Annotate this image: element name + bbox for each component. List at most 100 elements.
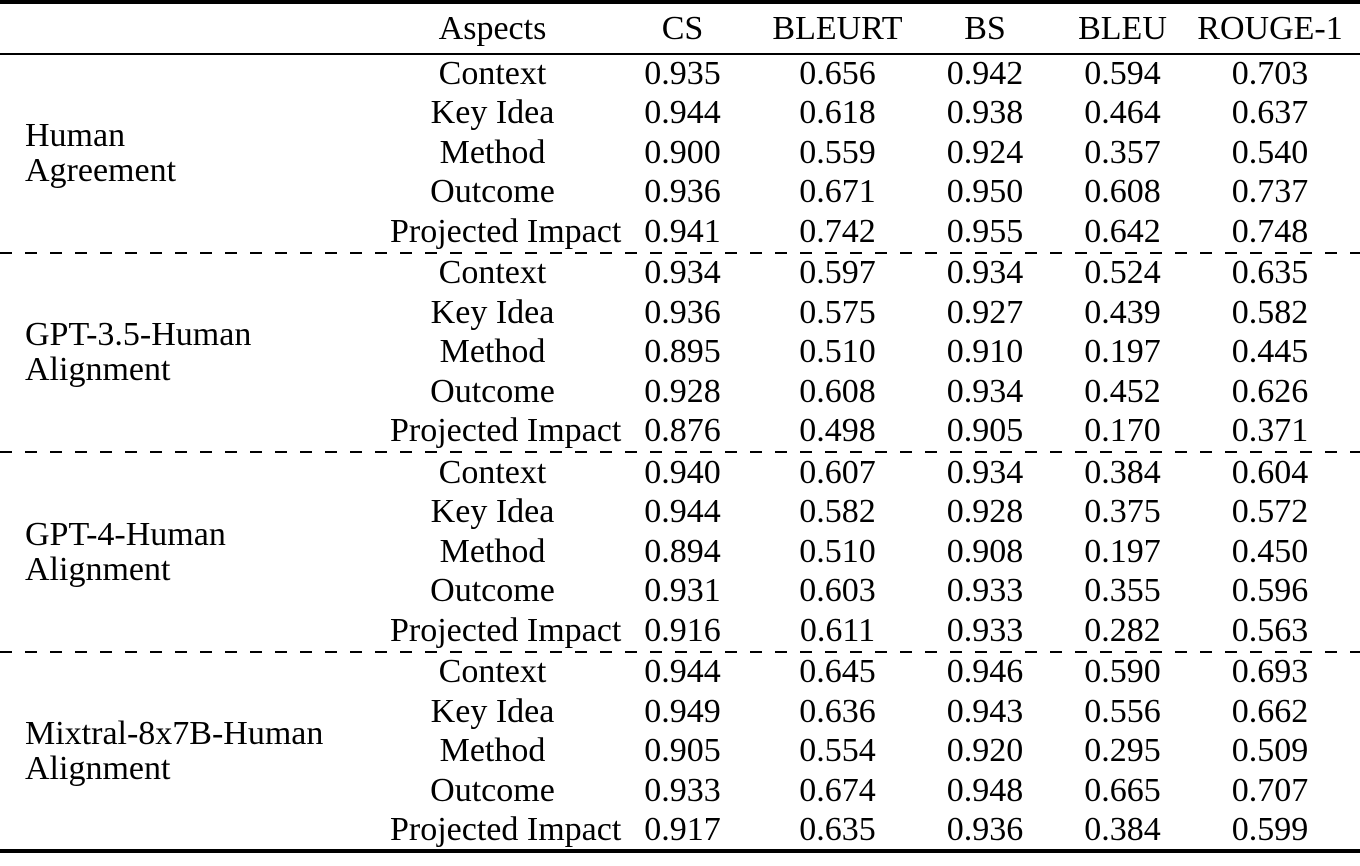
- value-cell: 0.642: [1084, 212, 1161, 250]
- value-cell: 0.908: [946, 532, 1024, 570]
- value-cell: 0.905: [946, 412, 1024, 450]
- value-cell: 0.674: [799, 771, 876, 809]
- value-cell: 0.917: [644, 810, 721, 848]
- value-cell: 0.626: [1231, 372, 1309, 410]
- value-cell: 0.637: [1231, 94, 1309, 132]
- col-header-aspects: Aspects: [390, 2, 595, 55]
- value-cell: 0.582: [1231, 293, 1309, 331]
- value-cell: 0.936: [946, 810, 1024, 848]
- aspect-cell: Outcome: [430, 771, 555, 809]
- value-cell: 0.933: [644, 771, 721, 809]
- value-cell: 0.742: [799, 212, 876, 250]
- value-cell: 0.608: [799, 372, 876, 410]
- value-cell: 0.645: [799, 653, 876, 691]
- table-row: Projected Impact 0.917 0.635 0.936 0.384 0.59…: [0, 811, 1360, 851]
- value-cell: 0.559: [799, 133, 876, 171]
- table-row: GPT-4-Human Alignment Context 0.940 0.607 0.…: [0, 453, 1360, 587]
- value-cell: 0.611: [799, 611, 876, 649]
- aspect-cell: Outcome: [430, 572, 555, 610]
- value-cell: 0.295: [1084, 732, 1161, 770]
- value-cell: 0.665: [1084, 771, 1161, 809]
- table-row: Key Idea 0.944 0.618 0.938 0.464 0.637: [0, 94, 1360, 134]
- aspect-cell: Projected Impact: [390, 412, 622, 450]
- value-cell: 0.894: [644, 532, 721, 570]
- value-cell: 0.282: [1084, 611, 1161, 649]
- value-cell: 0.590: [1084, 653, 1161, 691]
- group-body: Mixtral-8x7B-Human Alignment Context 0.944…: [0, 653, 1360, 851]
- aspect-cell: Key Idea: [430, 493, 555, 531]
- value-cell: 0.439: [1084, 293, 1161, 331]
- value-cell: 0.933: [946, 611, 1024, 649]
- value-cell: 0.895: [644, 333, 721, 371]
- aspect-cell: Context: [438, 254, 547, 292]
- value-cell: 0.940: [644, 453, 721, 491]
- table-row: Method 0.894 0.510 0.908 0.197 0.450: [0, 532, 1360, 572]
- value-cell: 0.452: [1084, 372, 1161, 410]
- col-header-bleurt: BLEURT: [770, 2, 905, 55]
- value-cell: 0.635: [799, 810, 876, 848]
- table-row: Projected Impact 0.876 0.498 0.905 0.170 0.37…: [0, 412, 1360, 452]
- value-cell: 0.900: [644, 133, 721, 171]
- value-cell: 0.509: [1231, 732, 1309, 770]
- col-header-cs: CS: [595, 2, 770, 55]
- value-cell: 0.944: [644, 94, 721, 132]
- group-separator: [0, 251, 1360, 254]
- value-cell: 0.941: [644, 212, 721, 250]
- value-cell: 0.924: [946, 133, 1024, 171]
- col-header-bleu: BLEU: [1065, 2, 1180, 55]
- table-row: Outcome 0.928 0.608 0.934 0.452 0.626: [0, 372, 1360, 412]
- value-cell: 0.927: [946, 293, 1024, 331]
- dashed-divider: [0, 650, 1360, 653]
- value-cell: 0.170: [1084, 412, 1161, 450]
- aspect-cell: Projected Impact: [390, 611, 622, 649]
- value-cell: 0.636: [799, 692, 876, 730]
- value-cell: 0.876: [644, 412, 721, 450]
- group-label: GPT-3.5-Human Alignment: [25, 316, 252, 389]
- aspect-cell: Key Idea: [430, 293, 555, 331]
- table-row: Outcome 0.933 0.674 0.948 0.665 0.707: [0, 771, 1360, 811]
- value-cell: 0.905: [644, 732, 721, 770]
- aspect-cell: Outcome: [430, 372, 555, 410]
- value-cell: 0.384: [1084, 453, 1161, 491]
- value-cell: 0.656: [799, 55, 876, 93]
- separator-row: [0, 251, 1360, 254]
- aspect-cell: Method: [439, 732, 546, 770]
- value-cell: 0.920: [946, 732, 1024, 770]
- value-cell: 0.948: [946, 771, 1024, 809]
- table-row: Key Idea 0.936 0.575 0.927 0.439 0.582: [0, 293, 1360, 333]
- value-cell: 0.928: [946, 493, 1024, 531]
- value-cell: 0.582: [799, 493, 876, 531]
- value-cell: 0.950: [946, 173, 1024, 211]
- table-row: GPT-3.5-Human Alignment Context 0.934 0.597…: [0, 254, 1360, 387]
- value-cell: 0.498: [799, 412, 876, 450]
- aspect-cell: Projected Impact: [390, 810, 622, 848]
- value-cell: 0.572: [1231, 493, 1309, 531]
- value-cell: 0.464: [1084, 94, 1161, 132]
- aspect-cell: Context: [438, 653, 547, 691]
- value-cell: 0.910: [946, 333, 1024, 371]
- value-cell: 0.450: [1231, 532, 1309, 570]
- value-cell: 0.384: [1084, 810, 1161, 848]
- aspect-cell: Context: [438, 453, 547, 491]
- group-label: GPT-4-Human Alignment: [25, 515, 226, 588]
- separator-row: [0, 650, 1360, 653]
- value-cell: 0.197: [1084, 532, 1161, 570]
- dashed-divider: [0, 451, 1360, 453]
- table-row: Method 0.900 0.559 0.924 0.357 0.540: [0, 133, 1360, 173]
- aspect-cell: Projected Impact: [390, 212, 622, 250]
- value-cell: 0.540: [1231, 133, 1309, 171]
- table-row: Projected Impact 0.916 0.611 0.933 0.282 0.56…: [0, 611, 1360, 651]
- value-cell: 0.375: [1084, 493, 1161, 531]
- value-cell: 0.603: [799, 572, 876, 610]
- value-cell: 0.635: [1231, 254, 1309, 292]
- table-row: Key Idea 0.944 0.582 0.928 0.375 0.572: [0, 493, 1360, 533]
- value-cell: 0.618: [799, 94, 876, 132]
- aspect-cell: Method: [439, 133, 546, 171]
- value-cell: 0.197: [1084, 333, 1161, 371]
- value-cell: 0.944: [644, 493, 721, 531]
- value-cell: 0.936: [644, 173, 721, 211]
- aspect-cell: Key Idea: [430, 692, 555, 730]
- group-body: GPT-3.5-Human Alignment Context 0.934 0.597…: [0, 254, 1360, 452]
- value-cell: 0.943: [946, 692, 1024, 730]
